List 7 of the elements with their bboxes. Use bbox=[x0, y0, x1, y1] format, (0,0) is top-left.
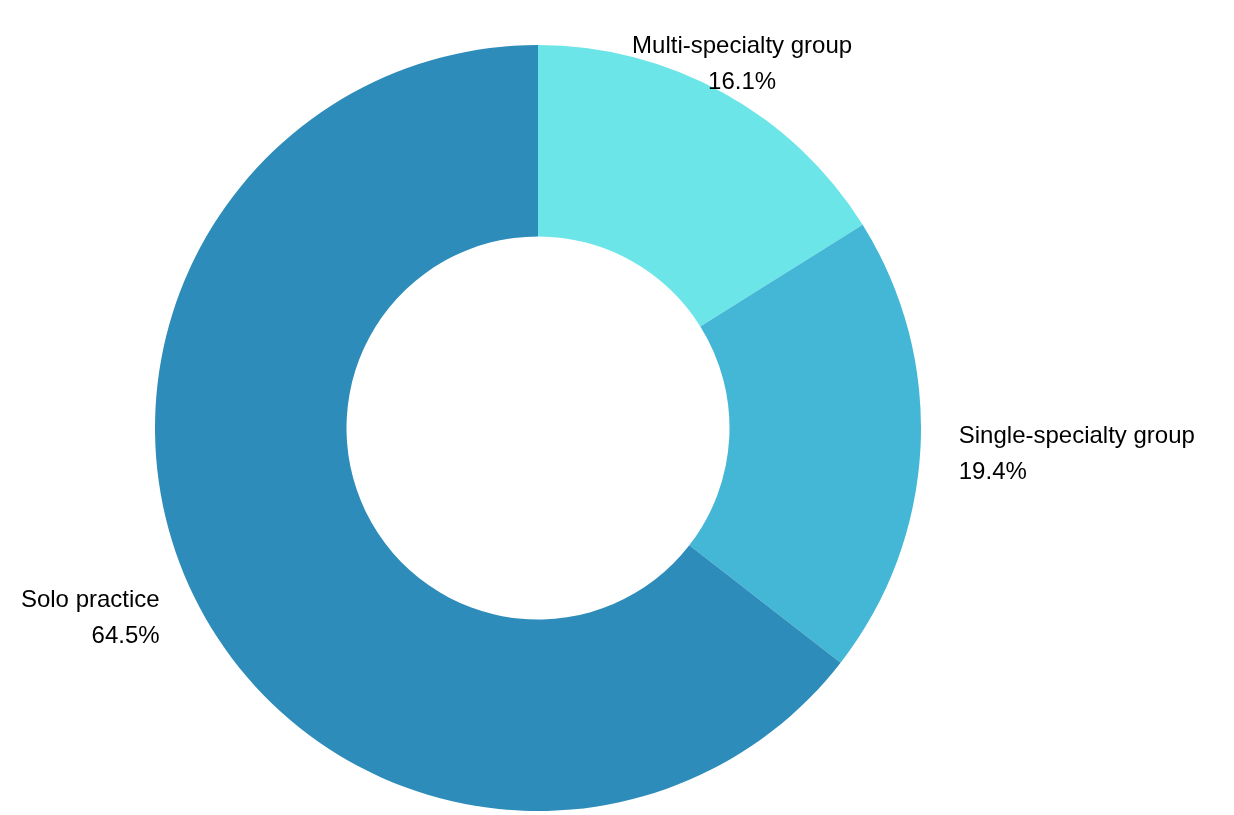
slice-label: Single-specialty group bbox=[958, 421, 1195, 449]
data-label: 64.5% bbox=[91, 621, 160, 649]
slice-label: Solo practice bbox=[20, 585, 160, 613]
data-label: 16.1% bbox=[708, 67, 777, 95]
data-label: 19.4% bbox=[958, 457, 1027, 485]
donut-slice bbox=[689, 224, 921, 663]
slice-label: Multi-specialty group bbox=[632, 31, 853, 59]
